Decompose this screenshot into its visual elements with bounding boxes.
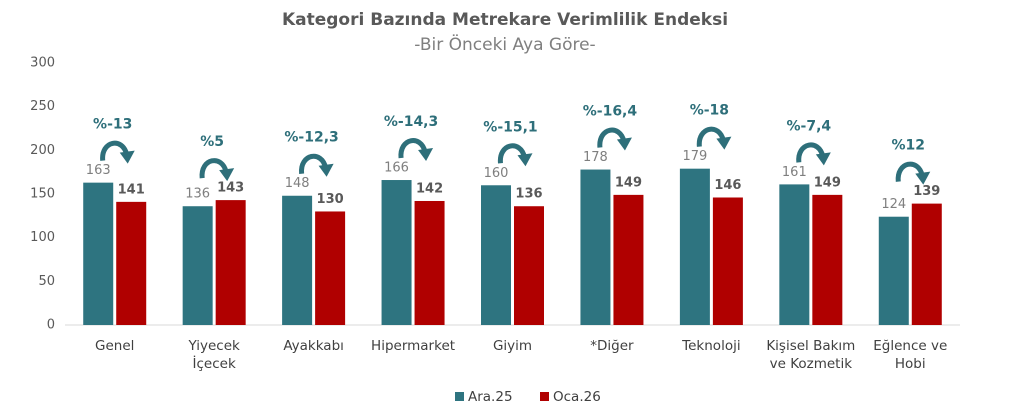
bar xyxy=(812,194,843,325)
bar xyxy=(911,203,942,325)
value-label: 161 xyxy=(782,165,807,180)
arrow-head xyxy=(119,150,135,164)
y-tick-label: 250 xyxy=(30,99,55,114)
arrow-head xyxy=(616,137,632,151)
arrow-head xyxy=(318,163,334,177)
chart-subtitle: -Bir Önceki Aya Göre- xyxy=(414,33,595,55)
bar xyxy=(282,195,313,325)
bar xyxy=(116,201,147,325)
bar xyxy=(613,194,644,325)
change-label: %-16,4 xyxy=(583,104,638,120)
value-label: 130 xyxy=(317,192,344,207)
change-label: %-14,3 xyxy=(384,114,438,130)
change-arrow xyxy=(299,153,329,174)
chart-title: Kategori Bazında Metrekare Verimlilik En… xyxy=(282,10,728,30)
change-arrow xyxy=(895,161,925,182)
value-label: 136 xyxy=(515,187,542,202)
change-label: %-12,3 xyxy=(284,130,338,146)
change-arrow xyxy=(100,140,130,161)
change-arrow xyxy=(497,143,527,164)
y-tick-label: 100 xyxy=(30,230,55,245)
x-tick-label: Teknoloji xyxy=(682,338,741,354)
change-label: %-13 xyxy=(93,117,132,133)
bar xyxy=(712,197,743,325)
bar xyxy=(878,216,909,325)
change-arrow xyxy=(597,127,627,148)
x-tick-label: Giyim xyxy=(492,338,533,354)
x-tick-label: Eğlence ve Hobi xyxy=(873,338,948,372)
value-label: 148 xyxy=(285,176,310,191)
x-tick-label: Yiyecek İçecek xyxy=(188,338,240,372)
value-label: 149 xyxy=(615,175,642,190)
legend-label: Oca.26 xyxy=(553,389,601,405)
change-label: %-7,4 xyxy=(787,118,832,134)
change-label: %-15,1 xyxy=(483,119,537,135)
bar xyxy=(679,168,710,325)
value-label: 166 xyxy=(384,161,409,176)
bar xyxy=(381,180,412,325)
change-label: %12 xyxy=(892,138,926,154)
bar xyxy=(514,206,544,325)
value-label: 146 xyxy=(714,178,741,193)
y-tick-label: 50 xyxy=(38,274,55,289)
y-tick-label: 200 xyxy=(30,143,55,158)
change-arrow xyxy=(199,158,229,179)
y-tick-label: 300 xyxy=(30,56,55,71)
value-label: 163 xyxy=(86,163,111,178)
change-label: %5 xyxy=(200,134,224,150)
value-label: 143 xyxy=(217,181,244,196)
x-tick-label: Kişisel Bakım ve Kozmetik xyxy=(766,338,856,372)
value-label: 160 xyxy=(484,166,509,181)
value-label: 179 xyxy=(682,149,707,164)
x-tick-label: Hipermarket xyxy=(371,338,456,354)
legend-label: Ara.25 xyxy=(468,389,513,405)
change-arrow xyxy=(398,138,428,159)
bar xyxy=(215,200,246,325)
x-tick-label: Ayakkabı xyxy=(283,338,344,354)
legend-swatch xyxy=(540,392,549,401)
y-tick-label: 150 xyxy=(30,187,55,202)
value-label: 124 xyxy=(881,197,906,212)
value-label: 141 xyxy=(118,182,145,197)
x-tick-label: Genel xyxy=(95,338,135,354)
bar xyxy=(414,200,445,325)
arrow-head xyxy=(716,136,732,150)
change-label: %-18 xyxy=(690,103,729,119)
arrow-head xyxy=(517,153,533,167)
value-label: 139 xyxy=(913,184,940,199)
change-arrow xyxy=(796,142,826,163)
x-tick-label: *Diğer xyxy=(590,338,634,354)
y-tick-label: 0 xyxy=(47,318,55,333)
change-arrow xyxy=(696,126,726,147)
legend-swatch xyxy=(455,392,464,401)
arrow-head xyxy=(815,152,831,166)
bar xyxy=(83,182,114,325)
arrow-head xyxy=(219,168,235,182)
bar xyxy=(315,211,346,325)
value-label: 149 xyxy=(814,175,841,190)
arrow-head xyxy=(418,148,434,162)
value-label: 136 xyxy=(185,187,210,202)
bar xyxy=(182,206,213,325)
bar xyxy=(779,184,810,325)
bar xyxy=(481,185,511,325)
value-label: 142 xyxy=(416,181,443,196)
bar xyxy=(580,169,611,325)
value-label: 178 xyxy=(583,150,608,165)
arrow-head xyxy=(915,171,931,185)
